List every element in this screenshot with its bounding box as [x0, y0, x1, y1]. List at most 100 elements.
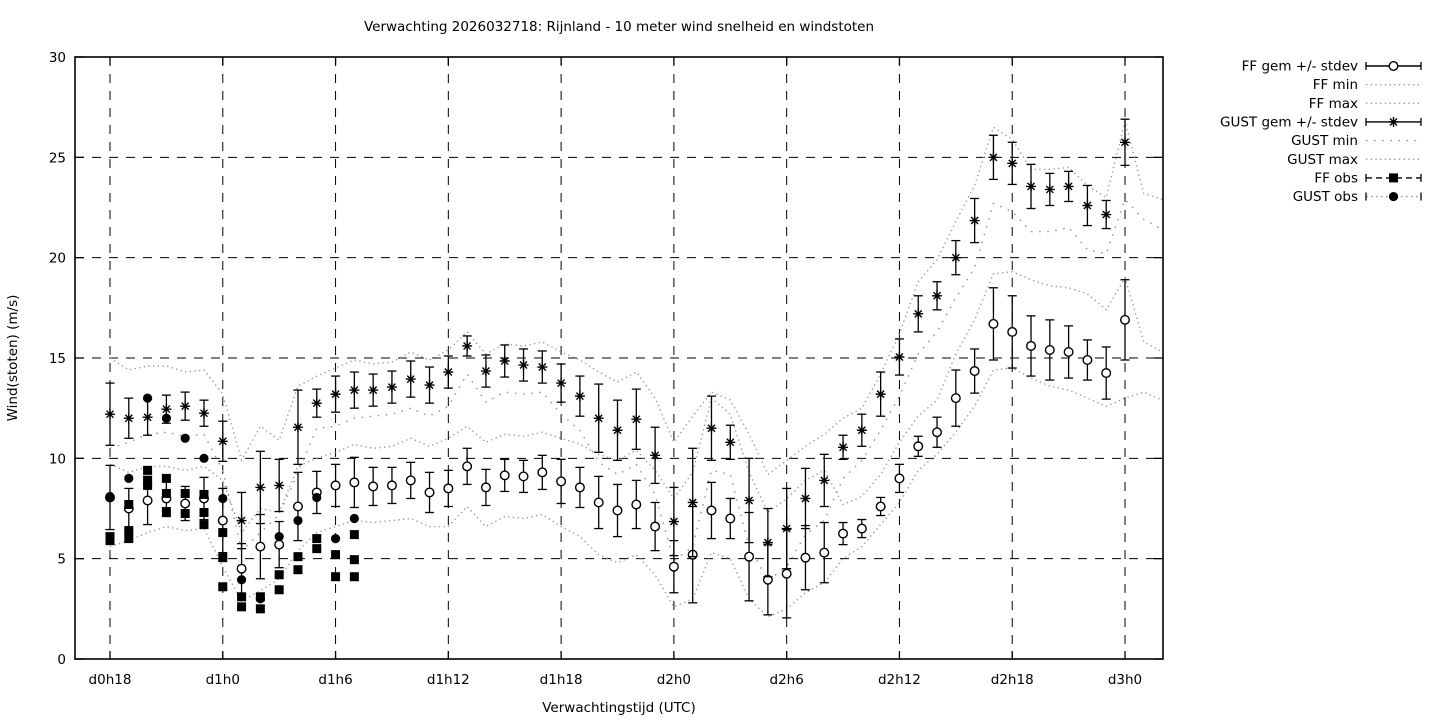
tick-labels: d0h18 d1h0 d1h6 d1h12 d1h18 d2h0 d2h6 d2h12 d2h1… [49, 50, 1142, 688]
ff-obs-point [161, 473, 171, 483]
legend-item-ff-min: FF min [1313, 77, 1421, 93]
ff-obs-point [349, 572, 359, 582]
legend-item-gust-min: GUST min [1291, 133, 1421, 149]
open-circle-marker-icon [1388, 61, 1399, 72]
y-axis-label: Wind(stoten) (m/s) [5, 295, 21, 422]
ff-gem-point [556, 476, 567, 487]
ff-obs-point [124, 526, 134, 536]
ff-gem-point [969, 366, 980, 377]
ff-gem-point [856, 523, 867, 534]
legend-item-ff-obs: FF obs [1314, 170, 1422, 186]
gust_min-line [109, 198, 1163, 582]
ff-gem-point [612, 505, 623, 516]
gust-obs-point [142, 393, 153, 403]
legend-label: FF min [1313, 77, 1358, 93]
x-tick-label: d3h0 [1108, 672, 1142, 688]
ff-gem-point [800, 552, 811, 563]
ff-obs-point [143, 480, 153, 490]
ff-gem-point [1063, 346, 1074, 357]
ff-gem-point [236, 563, 247, 574]
ff-gem-point [443, 483, 454, 494]
ff-gem-point [725, 513, 736, 524]
gust-obs-point [330, 534, 341, 544]
ff-gem-point [781, 568, 792, 579]
ff-obs-point [331, 572, 341, 582]
forecast-series [104, 118, 1130, 619]
ff-gem-point [894, 473, 905, 484]
ff-gem-point [706, 505, 717, 516]
ff-obs-point [274, 570, 284, 580]
gust-obs-point [349, 513, 359, 524]
gust-obs-point [274, 531, 284, 542]
ff-gem-point [424, 487, 435, 498]
ff-obs-point [180, 488, 190, 498]
legend-label: GUST gem +/- stdev [1220, 114, 1358, 130]
ff-gem-point [631, 499, 642, 510]
gust-obs-point [236, 575, 247, 585]
ff-gem-point [349, 477, 360, 488]
ff-gem-point [462, 461, 473, 472]
ff-gem-point [875, 501, 886, 512]
gust-obs-point [312, 492, 322, 503]
ff-obs-point [161, 488, 171, 498]
ff-gem-point [386, 480, 397, 491]
ff-gem-point [1026, 340, 1037, 351]
ff-obs-point [293, 565, 303, 575]
ff-gem-point [1044, 344, 1055, 355]
ff-obs-point [274, 585, 284, 595]
ff-gem-point [593, 497, 604, 508]
legend-item-ff-gem-stdev: FF gem +/- stdev [1242, 59, 1422, 75]
gust-obs-point [218, 493, 228, 504]
ff-gem-point [1101, 368, 1112, 379]
ff-obs-point [199, 489, 209, 499]
ff-obs-point [237, 602, 247, 612]
legend-label: GUST max [1287, 152, 1358, 168]
x-tick-label: d1h18 [540, 672, 583, 688]
x-tick-label: d1h6 [318, 672, 352, 688]
x-tick-label: d2h18 [991, 672, 1034, 688]
ff-obs-point [143, 475, 153, 485]
gust-obs-point [124, 473, 134, 483]
ff-obs-point [105, 536, 115, 546]
ff-obs-point [143, 465, 153, 475]
y-tick-label: 10 [49, 451, 66, 467]
y-tick-label: 20 [49, 251, 66, 267]
observation-markers [105, 393, 359, 614]
ff-gem-point [274, 539, 285, 550]
x-tick-label: d1h0 [206, 672, 240, 688]
ff-obs-point [293, 552, 303, 562]
ff-gem-point [518, 471, 529, 482]
x-tick-label: d2h0 [657, 672, 691, 688]
y-tick-label: 0 [57, 652, 66, 668]
ff-obs-point [199, 508, 209, 518]
ff-obs-point [124, 499, 134, 509]
x-tick-label: d0h18 [89, 672, 132, 688]
ff-gem-point [368, 481, 379, 492]
ff-obs-point [218, 528, 228, 538]
ff-gem-point [499, 470, 510, 481]
y-tick-label: 5 [57, 552, 66, 568]
ff-obs-point [237, 592, 247, 602]
ff-gem-point [913, 441, 924, 452]
chart-title: Verwachting 2026032718: Rijnland - 10 me… [364, 19, 874, 35]
ff-obs-point [161, 507, 171, 517]
x-tick-label: d1h12 [427, 672, 470, 688]
ff-gem-point [1082, 355, 1093, 366]
ff-gem-point [180, 498, 191, 509]
ff-obs-point [255, 604, 265, 614]
ff-obs-point [349, 555, 359, 565]
ff-obs-point [312, 534, 322, 544]
legend-label: FF gem +/- stdev [1242, 59, 1358, 75]
ff-obs-point [349, 530, 359, 540]
gust-obs-point [293, 515, 303, 526]
legend-label: GUST min [1291, 133, 1358, 149]
plot-frame [74, 56, 1164, 660]
ff-gem-point [988, 318, 999, 329]
ff-gem-point [330, 480, 341, 491]
legend-label: GUST obs [1293, 189, 1358, 205]
ff-gem-point [142, 495, 153, 506]
gust-obs-point [180, 433, 190, 443]
filled-square-marker-icon [1389, 173, 1398, 183]
legend-label: FF obs [1314, 170, 1358, 186]
minmax-lines [109, 121, 1163, 618]
